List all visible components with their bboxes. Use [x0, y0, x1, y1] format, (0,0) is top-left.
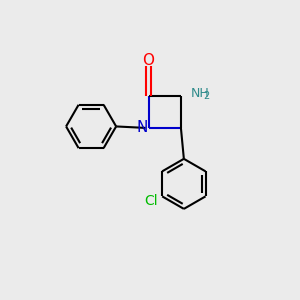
Text: N: N [136, 120, 148, 135]
Text: O: O [142, 53, 154, 68]
Text: 2: 2 [204, 91, 210, 101]
Text: Cl: Cl [144, 194, 158, 208]
Text: NH: NH [191, 87, 210, 100]
